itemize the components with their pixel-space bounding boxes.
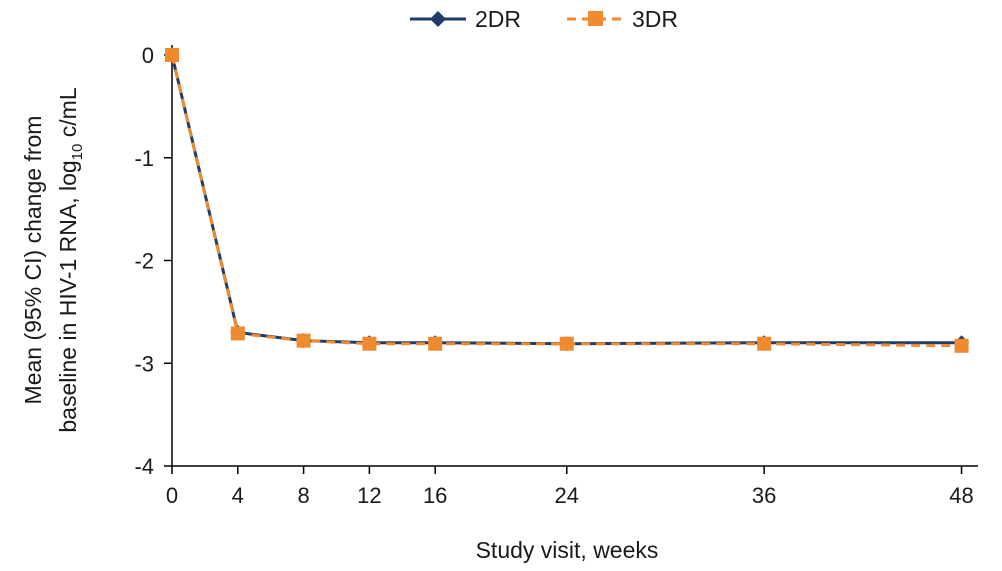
y-tick-label: 0: [142, 43, 154, 68]
data-point-3dr: [559, 336, 574, 351]
series-line-3dr: [170, 54, 962, 348]
plot-area: 0-1-2-3-40 4 8 12 16 24 36 48: [134, 43, 978, 508]
x-tick-label: 36: [752, 483, 776, 508]
x-tick-label: 48: [949, 483, 973, 508]
x-tick-label: 16: [423, 483, 447, 508]
x-tick-label: 0: [166, 483, 178, 508]
legend-label-3dr: 3DR: [632, 6, 678, 32]
data-point-3dr: [362, 336, 377, 351]
y-axis-title-line2-prefix: baseline in HIV-1 RNA, log: [55, 160, 81, 432]
x-tick-label: 4: [232, 483, 244, 508]
series-line-2dr: [170, 54, 962, 346]
y-tick-label: -2: [134, 249, 154, 274]
data-point-3dr: [757, 336, 772, 351]
legend-marker-3dr: [588, 11, 603, 26]
y-axis-title-line2: baseline in HIV-1 RNA, log10 c/mL: [55, 87, 86, 432]
legend: 2DR 3DR: [410, 6, 678, 32]
legend-item-3dr: 3DR: [567, 6, 678, 32]
data-point-3dr: [296, 333, 311, 348]
y-axis-title-line2-suffix: c/mL: [55, 87, 81, 143]
y-axis-title: Mean (95% CI) change from baseline in HI…: [20, 87, 86, 432]
data-point-3dr: [428, 336, 443, 351]
legend-item-2dr: 2DR: [410, 6, 521, 32]
x-axis-title: Study visit, weeks: [476, 537, 659, 563]
x-tick-label: 24: [555, 483, 579, 508]
y-tick-label: -3: [134, 351, 154, 376]
y-tick-label: -1: [134, 146, 154, 171]
legend-label-2dr: 2DR: [475, 6, 521, 32]
data-point-3dr: [230, 326, 245, 341]
data-point-3dr: [954, 338, 969, 353]
y-tick-label: -4: [134, 454, 154, 479]
y-axis-title-line1: Mean (95% CI) change from: [20, 116, 46, 405]
data-point-3dr: [165, 48, 179, 62]
x-tick-label: 12: [357, 483, 381, 508]
y-axis-title-line2-subscript: 10: [69, 144, 86, 161]
x-tick-label: 8: [297, 483, 309, 508]
legend-marker-2dr: [430, 11, 446, 27]
